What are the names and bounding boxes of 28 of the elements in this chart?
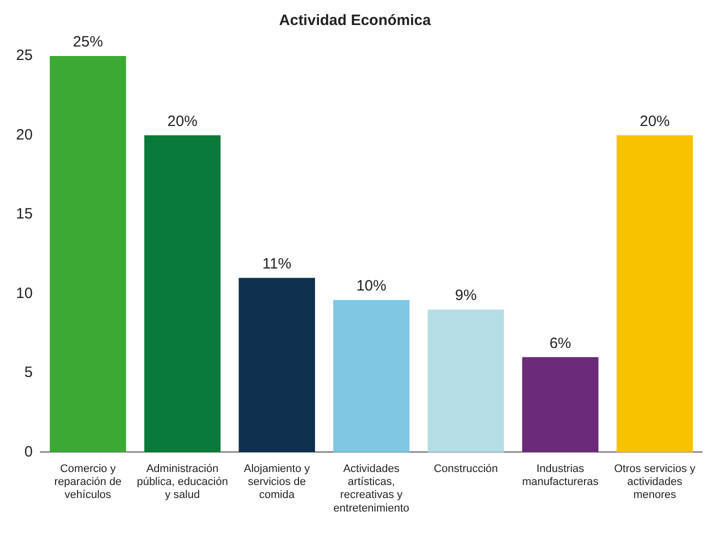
bar [428,310,504,452]
x-tick-label: Otros servicios y actividades menores [614,462,696,502]
y-tick-label: 25 [16,47,33,64]
bar [144,135,221,452]
bar [238,278,316,452]
y-tick-label: 10 [16,284,33,302]
bar [616,135,693,452]
bar [50,56,126,452]
data-label: 10% [356,278,386,295]
chart-title: Actividad Económica [279,12,432,30]
x-tick-label: Alojamiento y servicios de comida [244,462,310,502]
bar [522,357,598,452]
x-tick-label: Comercio y reparación de vehículos [54,462,122,502]
y-tick-label: 0 [24,443,33,460]
x-tick-label: Construcción [434,462,498,475]
data-label: 20% [640,112,670,130]
y-tick-label: 15 [16,206,33,223]
bar [333,300,410,452]
x-tick-label: Actividades artísticas, recreativas y entretenimiento [333,462,410,514]
data-label: 9% [454,287,477,304]
data-label: 6% [549,334,572,352]
data-label: 20% [167,112,198,130]
x-tick-label: Industrias manufactureras [522,462,599,488]
x-tick-label: Administración pública, educación y salud [136,462,228,502]
data-label: 11% [262,256,292,273]
data-label: 25% [72,34,103,51]
y-tick-label: 20 [16,126,33,144]
y-tick-label: 5 [24,364,33,382]
